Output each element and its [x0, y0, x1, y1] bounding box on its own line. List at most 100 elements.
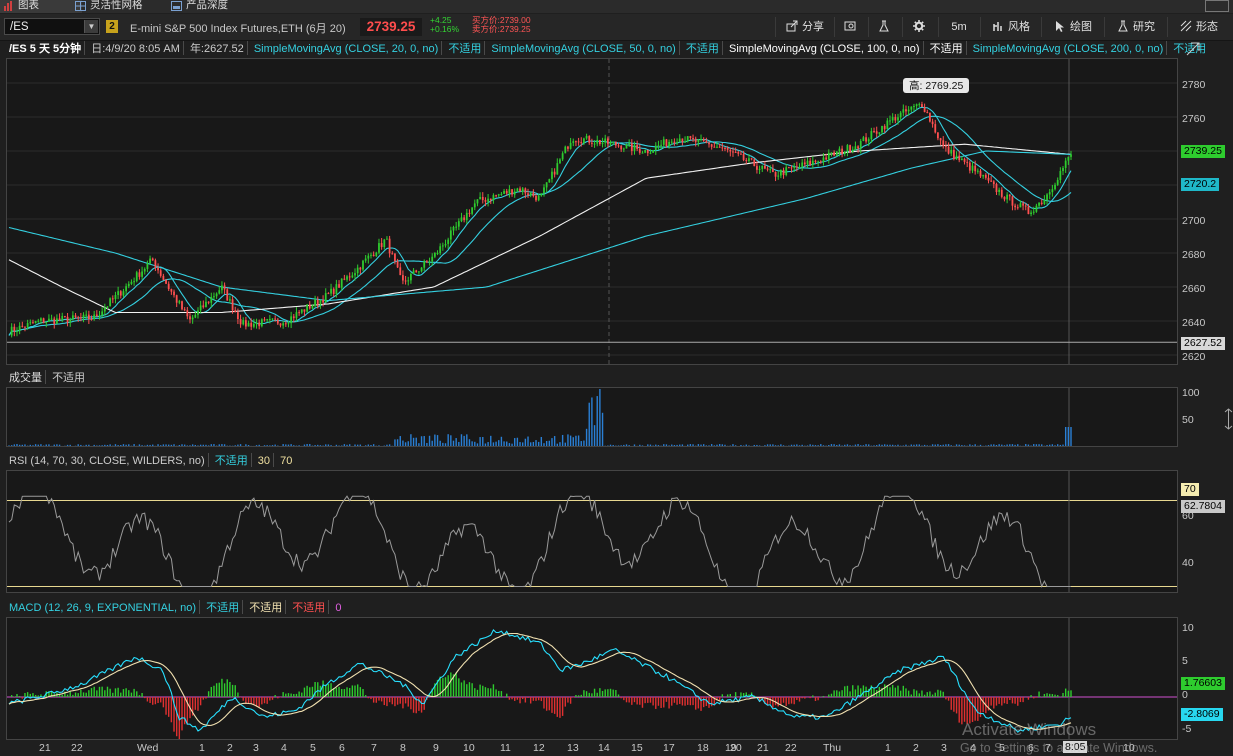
candle-body [921, 104, 923, 107]
collapse-icon[interactable] [1186, 42, 1200, 56]
patterns-button[interactable]: 形态 [1167, 17, 1230, 37]
candle-body [886, 120, 889, 130]
candle-body [1022, 203, 1024, 206]
rsi-pane[interactable] [6, 470, 1178, 593]
sma100-line [8, 143, 1072, 314]
sma20-label[interactable]: SimpleMovingAvg (CLOSE, 20, 0, no) [253, 43, 439, 55]
candle-body [175, 295, 178, 303]
volume-bar [961, 445, 963, 446]
settings-button[interactable] [902, 17, 939, 37]
rsi-title[interactable]: RSI (14, 70, 30, CLOSE, WILDERS, no) [9, 455, 205, 467]
volume-bar [197, 445, 199, 446]
candle-body [82, 314, 85, 318]
sma50-label[interactable]: SimpleMovingAvg (CLOSE, 50, 0, no) [491, 43, 676, 55]
candle-body [960, 158, 963, 161]
time-tick: 8 [400, 742, 406, 754]
volume-bar [96, 445, 98, 446]
sma200-label[interactable]: SimpleMovingAvg (CLOSE, 200, 0, no) [972, 43, 1164, 55]
candle-body [268, 318, 271, 320]
candle-body [335, 284, 338, 295]
symbol-dropdown-icon[interactable]: ▼ [84, 20, 98, 33]
candle-body [596, 139, 599, 144]
volume-bar [471, 441, 473, 446]
last-price-badge: 2739.25 [1181, 145, 1225, 158]
macd-title[interactable]: MACD (12, 26, 9, EXPONENTIAL, no) [9, 602, 197, 614]
macd-histogram-bar [458, 678, 460, 697]
candle-body [457, 221, 460, 227]
candle-body [24, 326, 26, 328]
macd-histogram-bar [101, 686, 103, 697]
window-box[interactable] [1205, 0, 1229, 12]
macd-histogram-bar [191, 697, 194, 716]
macd-histogram-bar [1056, 695, 1059, 697]
share-icon [786, 20, 798, 32]
macd-histogram-bar [889, 687, 891, 697]
volume-pane[interactable] [6, 387, 1178, 447]
price-pane[interactable]: 高: 2769.25 [6, 58, 1178, 365]
drawings-button[interactable]: 绘图 [1041, 17, 1104, 37]
sma100-label[interactable]: SimpleMovingAvg (CLOSE, 100, 0, no) [728, 43, 920, 55]
macd-histogram-bar [287, 693, 290, 697]
snapshot-button[interactable] [834, 17, 869, 37]
macd-histogram-bar [186, 697, 189, 725]
volume-bar [149, 444, 151, 446]
macd-histogram-bar [745, 692, 747, 697]
rsi-chart[interactable] [7, 471, 1178, 593]
rsi-os-value: 70 [280, 455, 293, 467]
volume-bar [370, 445, 372, 446]
candle-body [428, 261, 431, 263]
volume-bar [463, 435, 465, 446]
studies-button[interactable]: 研究 [1104, 17, 1167, 37]
macd-histogram-bar [953, 697, 955, 712]
timeframe-button[interactable]: 5m [938, 17, 979, 37]
tab-grid[interactable]: 灵活性网格 [72, 0, 190, 13]
volume-bar [239, 444, 242, 446]
volume-bar [822, 445, 825, 446]
rsi-ob-badge: 70 [1181, 483, 1199, 496]
volume-bar [910, 444, 913, 446]
volume-chart[interactable] [7, 388, 1178, 447]
macd-histogram-bar [165, 697, 167, 715]
candle-body [29, 322, 32, 324]
macd-chart[interactable] [7, 618, 1178, 740]
time-tick: 22 [785, 742, 797, 754]
symbol-input[interactable]: /ES ▼ [4, 18, 100, 35]
volume-bar [519, 442, 521, 446]
candle-body [543, 187, 545, 194]
macd-histogram-bar [937, 689, 939, 697]
candle-body [740, 153, 742, 155]
share-button[interactable]: 分享 [775, 17, 834, 37]
candle-body [716, 146, 718, 148]
flask-button[interactable] [868, 17, 903, 37]
candle-body [976, 170, 979, 172]
tab-chart[interactable]: 图表 [0, 0, 82, 13]
time-tick: 10 [1123, 742, 1135, 754]
volume-bar [468, 439, 471, 446]
macd-histogram-bar [870, 685, 873, 697]
macd-histogram-bar [231, 684, 234, 697]
price-chart[interactable]: 高: 2769.25 [7, 59, 1178, 365]
macd-histogram-bar [681, 697, 684, 706]
candle-body [362, 260, 364, 270]
volume-bar [788, 445, 790, 446]
candle-body [26, 323, 29, 328]
time-tick: 4 [970, 742, 976, 754]
volume-bar [655, 444, 657, 446]
candle-body [399, 267, 402, 276]
candle-body [32, 322, 34, 324]
volume-bar [833, 444, 835, 446]
candle-body [449, 230, 452, 240]
macd-histogram-bar [593, 688, 596, 697]
candle-body [367, 255, 370, 259]
tab-depth[interactable]: 产品深度 [168, 0, 276, 13]
link-badge[interactable]: 2 [106, 20, 118, 33]
style-button[interactable]: 风格 [980, 17, 1041, 37]
macd-histogram-bar [713, 697, 716, 706]
macd-histogram-bar [585, 691, 588, 697]
volume-bar [609, 444, 612, 446]
legend-year: 年:2627.52 [189, 43, 244, 55]
resize-handle-icon[interactable] [1224, 408, 1233, 430]
macd-pane[interactable] [6, 617, 1178, 740]
volume-bar [607, 445, 609, 446]
volume-bar [729, 445, 732, 446]
